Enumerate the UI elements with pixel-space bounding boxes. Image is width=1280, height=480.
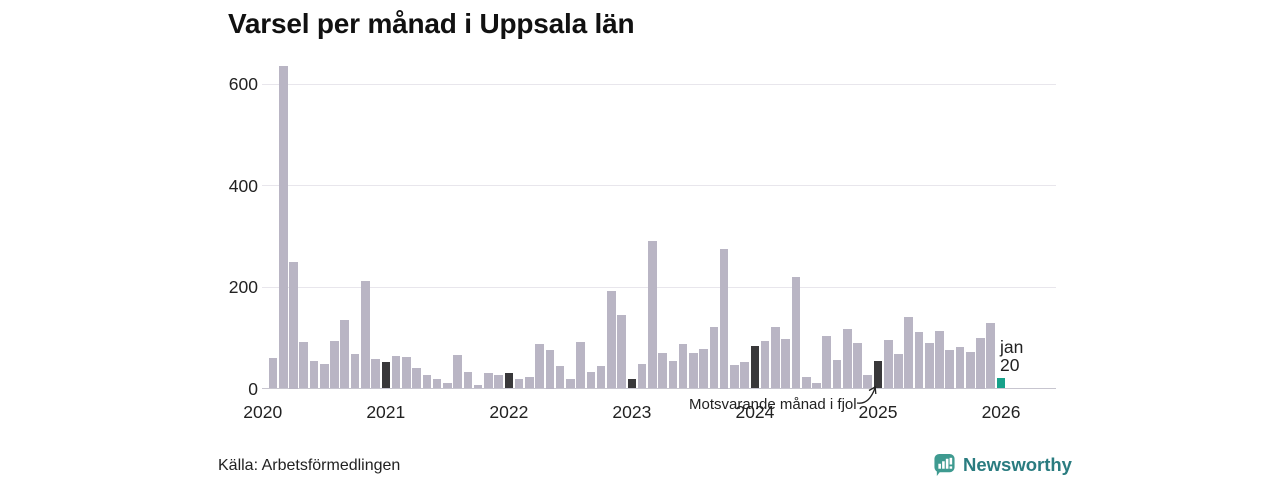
bar — [453, 355, 462, 389]
bar — [709, 326, 719, 389]
latest-month: jan — [1000, 337, 1024, 357]
bar-highlight-january — [627, 379, 637, 389]
latest-value: 20 — [1000, 355, 1020, 375]
bar — [525, 377, 534, 389]
bar — [648, 241, 657, 389]
bar — [309, 361, 319, 389]
bar — [668, 360, 678, 389]
bar — [904, 317, 914, 389]
bar — [555, 365, 565, 389]
bar — [791, 276, 801, 389]
bar — [945, 350, 955, 389]
bar — [607, 291, 616, 389]
bar-highlight-january — [504, 373, 514, 389]
bar — [586, 372, 596, 389]
bar — [822, 335, 832, 389]
bar — [740, 362, 749, 389]
bar — [617, 314, 626, 389]
y-tick-label: 400 — [228, 175, 258, 196]
bar — [863, 375, 873, 389]
bar — [463, 372, 473, 389]
x-tick-label: 2026 — [981, 402, 1021, 422]
bar — [299, 341, 309, 389]
bar-latest — [996, 378, 1006, 389]
x-tick-label: 2023 — [612, 402, 652, 422]
bar — [360, 280, 370, 389]
x-tick-label: 2022 — [489, 402, 529, 422]
y-tick-label: 600 — [228, 74, 258, 94]
bar — [812, 383, 821, 389]
bar — [914, 331, 924, 389]
bar — [771, 326, 780, 389]
bar — [576, 341, 585, 389]
bar — [689, 352, 698, 389]
bar — [781, 338, 790, 389]
bar — [719, 248, 729, 389]
x-tick-label: 2020 — [243, 402, 283, 422]
bar — [278, 66, 288, 389]
bar — [350, 353, 360, 389]
bar — [494, 375, 503, 389]
newsworthy-wordmark: Newsworthy — [963, 454, 1072, 475]
bar — [535, 343, 544, 389]
bar — [566, 379, 575, 389]
source-label: Källa: Arbetsförmedlingen — [218, 457, 401, 474]
bar — [371, 359, 380, 389]
bar — [330, 340, 339, 389]
bar — [883, 340, 893, 389]
bar — [801, 377, 811, 389]
bar — [986, 322, 996, 389]
bar-highlight-january — [750, 345, 760, 389]
bar — [319, 364, 329, 389]
bar — [484, 373, 493, 389]
newsworthy-logo[interactable]: Newsworthy — [933, 453, 1072, 477]
bar — [637, 364, 647, 389]
bar — [730, 365, 739, 389]
bar — [760, 340, 770, 389]
bar — [289, 261, 298, 389]
y-tick-label: 200 — [228, 277, 258, 297]
bar — [268, 358, 278, 389]
bar — [514, 379, 524, 389]
bar — [432, 379, 442, 389]
bar — [935, 330, 944, 389]
bar — [473, 385, 483, 389]
bar — [976, 337, 985, 389]
annotation-arrow-icon — [856, 385, 877, 404]
bar — [699, 348, 708, 389]
gridline — [262, 185, 1056, 186]
bar — [412, 368, 421, 389]
bar — [955, 346, 965, 389]
gridline — [262, 286, 1056, 288]
bar — [658, 352, 667, 389]
bar-highlight-january — [873, 360, 883, 389]
bar — [853, 342, 862, 389]
newsworthy-badge-icon — [934, 453, 955, 477]
bar — [391, 356, 401, 389]
bar — [894, 353, 903, 389]
chart-title: Varsel per månad i Uppsala län — [228, 8, 635, 39]
bar — [596, 366, 606, 389]
x-tick-label: 2025 — [858, 402, 898, 422]
bar — [402, 357, 411, 389]
bar-highlight-january — [381, 362, 391, 389]
bar — [842, 328, 852, 389]
x-tick-label: 2024 — [735, 402, 775, 422]
bar — [832, 360, 842, 389]
x-axis-line — [262, 388, 1056, 389]
bar — [924, 342, 934, 389]
bar — [965, 351, 975, 389]
bar — [678, 344, 688, 389]
bar — [340, 319, 350, 389]
y-tick-label: 0 — [248, 378, 258, 399]
bar — [545, 350, 555, 389]
annotation-label: Motsvarande månad i fjol — [689, 396, 857, 413]
bar — [422, 375, 432, 389]
gridline — [262, 83, 1056, 85]
bar — [443, 383, 452, 389]
x-tick-label: 2021 — [366, 402, 406, 422]
latest-value-label: jan 20 — [1000, 338, 1023, 374]
